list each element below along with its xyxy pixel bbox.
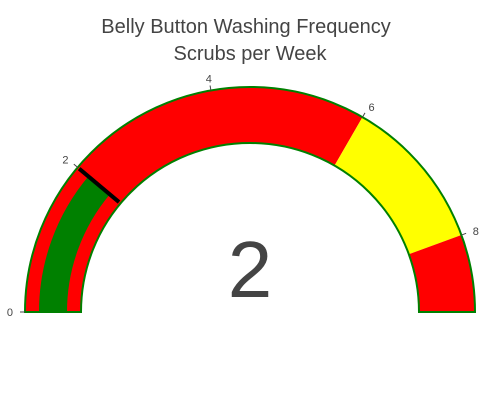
gauge-steps: [25, 86, 475, 313]
gauge-tick-8: [461, 232, 467, 236]
gauge-threshold-line: [77, 167, 121, 204]
gauge-threshold-group: [77, 167, 121, 204]
gauge-step-2: [408, 235, 475, 312]
gauge-tick-label-8: 8: [473, 226, 479, 238]
gauge-step-0: [25, 86, 363, 313]
gauge-step-1: [334, 117, 462, 255]
chart-title-line-1: Belly Button Washing Frequency: [101, 16, 390, 38]
gauge-tick-label-4: 4: [206, 74, 212, 86]
gauge-tick-4: [209, 85, 212, 91]
gauge-ticks: 0 2 4 6 8: [7, 74, 479, 319]
gauge-tick-label-0: 0: [7, 307, 13, 319]
gauge-tick-label-6: 6: [369, 102, 375, 114]
gauge-outline: [23, 86, 477, 313]
gauge-tick-2: [73, 163, 78, 168]
gauge-value-bar: [39, 176, 110, 312]
gauge-value: 2: [228, 225, 273, 314]
gauge-outline-group: [23, 86, 477, 313]
gauge-bar-group: [39, 176, 110, 312]
gauge-tick-label-2: 2: [62, 155, 68, 167]
chart-title-line-2: Scrubs per Week: [173, 43, 327, 65]
gauge-tick-6: [362, 112, 366, 118]
